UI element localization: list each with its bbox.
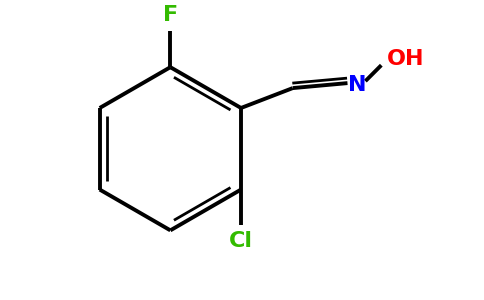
Text: F: F <box>163 5 178 26</box>
Text: OH: OH <box>386 49 424 69</box>
Text: Cl: Cl <box>229 231 253 251</box>
Text: N: N <box>348 75 367 95</box>
